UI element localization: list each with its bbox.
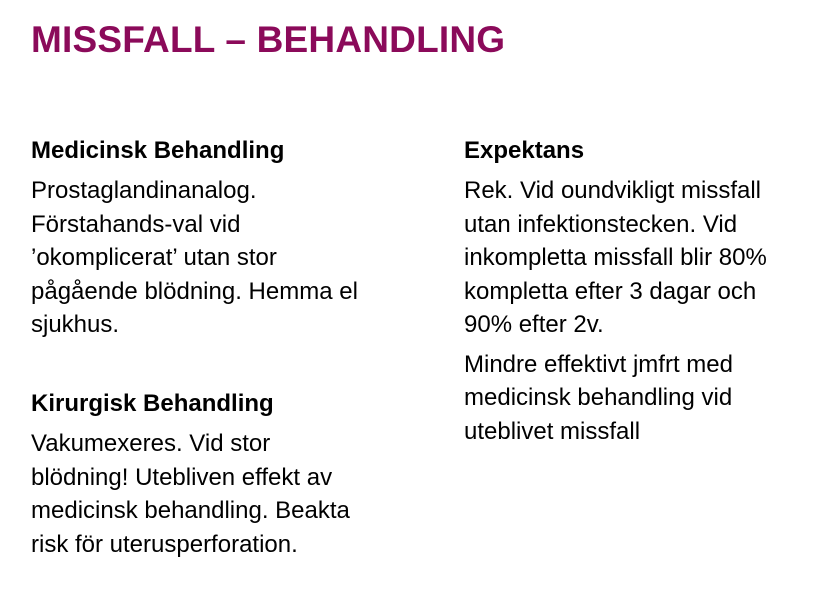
text-line: kompletta efter 3 dagar och (464, 277, 757, 305)
text-line: Prostaglandinanalog. (31, 177, 257, 204)
surgical-treatment-text: Vakumexeres. Vid stor blödning! Uteblive… (31, 427, 350, 561)
text-line: Förstahands-val vid (31, 210, 241, 238)
expectant-note: Mindre effektivt jmfrt med medicinsk beh… (464, 348, 767, 449)
surgical-treatment-section: Kirurgisk Behandling Vakumexeres. Vid st… (31, 389, 350, 561)
expectant-section: Expektans Rek. Vid oundvikligt missfall … (464, 136, 767, 448)
text-line: sjukhus. (31, 311, 120, 338)
text-line: 90% efter 2v. (464, 311, 604, 338)
text-line: pågående blödning. Hemma el (31, 277, 358, 305)
medical-treatment-heading: Medicinsk Behandling (31, 137, 285, 164)
text-line: risk för uterusperforation. (31, 530, 298, 558)
expectant-heading: Expektans (464, 137, 585, 164)
text-line: Vakumexeres. Vid stor (31, 430, 271, 457)
surgical-treatment-heading: Kirurgisk Behandling (31, 390, 274, 417)
text-line: uteblivet missfall (464, 417, 641, 445)
medical-treatment-text: Prostaglandinanalog. Förstahands-val vid… (31, 174, 358, 342)
text-line: utan infektionstecken. Vid (464, 210, 738, 238)
page-title: MISSFALL – BEHANDLING (31, 19, 506, 60)
text-line: Rek. Vid oundvikligt missfall (464, 177, 762, 204)
text-line: inkompletta missfall blir 80% (464, 244, 767, 271)
text-line: blödning! Utebliven effekt av (31, 463, 333, 491)
expectant-text: Rek. Vid oundvikligt missfall utan infek… (464, 174, 767, 342)
text-line: ’okomplicerat’ utan stor (31, 244, 277, 271)
text-line: medicinsk behandling. Beakta (31, 497, 350, 524)
text-line: Mindre effektivt jmfrt med (464, 350, 733, 378)
text-line: medicinsk behandling vid (464, 384, 733, 411)
medical-treatment-section: Medicinsk Behandling Prostaglandinanalog… (31, 136, 358, 342)
